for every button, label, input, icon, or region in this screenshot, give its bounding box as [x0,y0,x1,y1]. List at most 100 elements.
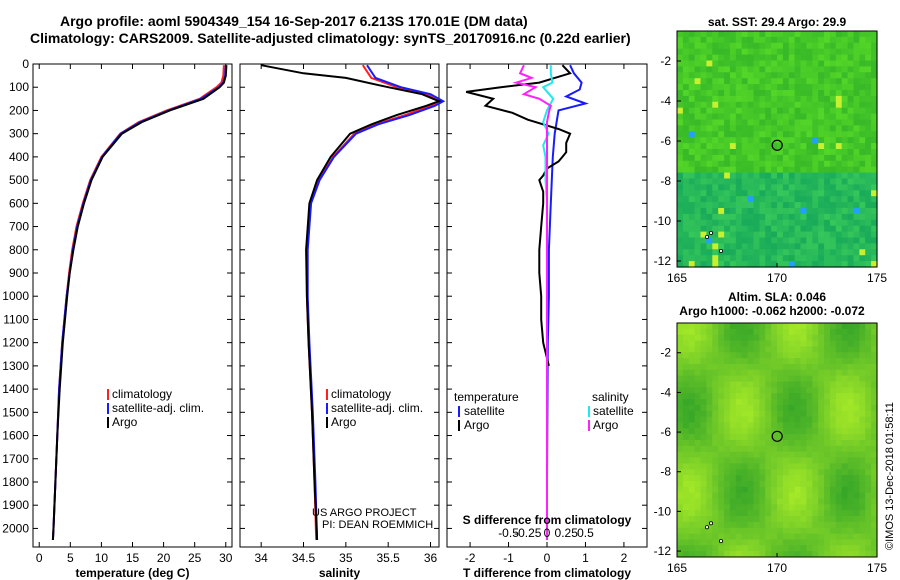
map-cell [735,381,743,388]
map-cell [829,125,837,132]
map-cell [871,404,878,412]
map-cell [677,486,684,494]
map-cell [688,504,696,511]
map-cell [818,451,825,459]
map-cell [718,434,725,441]
map-cell [847,154,855,162]
map-cell [735,504,743,511]
map-cell [865,422,872,429]
map-cell [753,231,760,239]
map-cell [835,521,843,529]
map-cell [706,225,713,233]
map-cell [759,539,766,546]
map-cell [718,440,725,447]
map-cell [853,440,860,447]
map-cell [729,202,737,209]
map-cell [706,78,713,85]
map-cell [729,369,737,377]
map-cell [871,486,878,494]
map-cell [865,358,872,365]
map-cell [718,243,725,250]
map-cell [835,184,843,191]
map-cell [735,119,743,126]
map-cell [753,375,760,382]
map-cell [829,42,837,50]
map-cell [841,504,849,511]
map-cell [753,434,760,441]
map-cell [753,66,760,73]
map-cell [794,358,802,365]
map-cell [806,143,813,150]
map-cell [724,66,731,73]
map-cell [718,369,725,377]
map-cell [812,178,819,185]
map-cell [741,131,749,138]
map-cell [765,149,772,156]
map-cell [706,160,713,168]
map-cell [706,516,713,523]
map-cell [747,440,755,447]
map-cell [729,463,737,470]
map-cell [806,249,813,256]
map-cell [718,261,725,268]
map-cell [865,404,872,412]
map-cell [788,202,796,209]
map-cell [782,463,790,470]
map-cell [747,219,755,227]
map-cell [718,334,725,342]
map-cell [753,249,760,256]
map-cell [718,510,725,517]
map-cell [771,249,778,256]
map-cell [794,527,802,535]
map-cell [859,498,866,505]
map-y-tick-label: -10 [654,504,672,518]
map-cell [835,457,843,464]
island [719,539,724,544]
map-cell [765,243,772,250]
map-cell [865,445,872,453]
map-cell [753,255,760,262]
map-cell [847,261,855,268]
map-cell [782,78,790,85]
map-cell [771,551,778,558]
map-cell [700,107,707,115]
map-cell [735,440,743,447]
map-cell [759,137,766,144]
map-cell [729,428,737,435]
map-cell [865,42,872,50]
map-cell [741,527,749,535]
map-cell [688,334,696,342]
map-cell [824,107,831,115]
map-cell [712,445,719,453]
map-cell [812,469,819,476]
map-cell [853,422,860,429]
map-cell [718,72,725,79]
map-cell [865,219,872,227]
map-cell [853,196,860,203]
map-cell [694,101,702,109]
map-cell [682,527,690,535]
map-cell [735,480,743,488]
map-cell [806,334,813,342]
map-cell [812,334,819,342]
map-cell [794,101,802,109]
map-cell [694,381,702,388]
map-cell [777,178,784,185]
map-cell [800,363,807,371]
map-cell [706,451,713,459]
map-cell [677,445,684,453]
map-cell [853,445,860,453]
map-cell [712,143,719,150]
map-cell [788,60,796,67]
map-cell [865,451,872,459]
map-cell [677,154,684,162]
map-cell [865,60,872,67]
map-cell [865,208,872,215]
top-tick-label: 0.25 [555,526,579,540]
map-cell [794,399,802,406]
map-cell [871,66,878,73]
map-cell [718,101,725,109]
map-cell [871,255,878,262]
map-cell [677,533,684,540]
